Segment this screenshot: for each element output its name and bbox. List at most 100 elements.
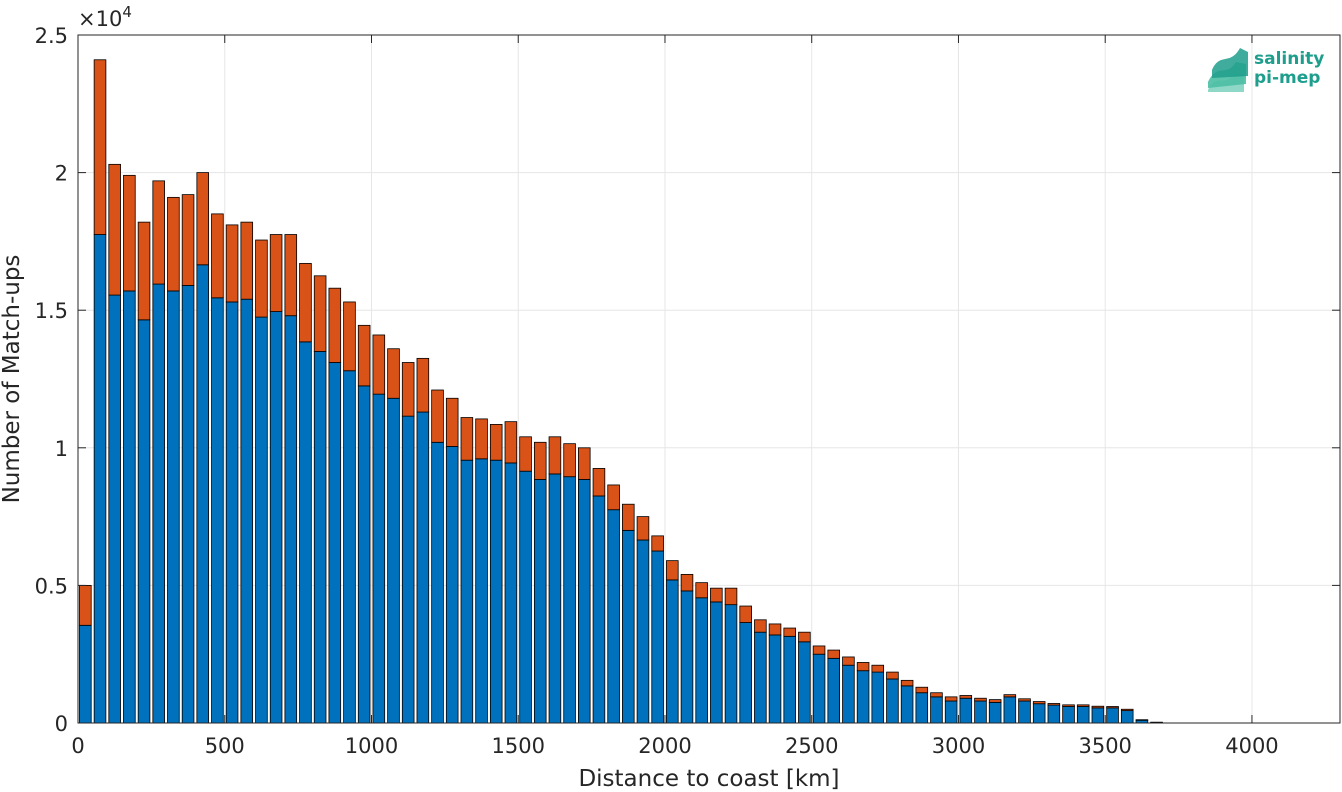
bar-series1: [666, 579, 679, 724]
bar-series2: [871, 664, 885, 673]
x-tick-label: 3000: [932, 734, 985, 758]
bar-series1: [240, 298, 254, 724]
bar-series1: [1062, 706, 1075, 724]
bar-series1: [328, 362, 342, 724]
bar-series2: [240, 221, 254, 300]
bar-series2: [1047, 703, 1061, 706]
bar-series2: [269, 234, 283, 312]
bar-series2: [225, 224, 239, 303]
bar-series1: [607, 509, 620, 724]
bar-series1: [710, 601, 723, 724]
bar-series1: [856, 670, 870, 724]
bar-series1: [181, 285, 195, 724]
bar-series2: [915, 686, 929, 694]
bar-series2: [137, 221, 151, 321]
bar-series2: [152, 180, 165, 285]
bar-series1: [1003, 696, 1017, 724]
bar-series2: [680, 573, 694, 592]
logo-line1: salinity: [1254, 49, 1324, 69]
bar-series2: [563, 443, 576, 478]
y-tick-label: 1.5: [35, 299, 68, 323]
bar-series: [79, 59, 1163, 724]
bar-series2: [357, 324, 371, 387]
bar-series1: [445, 446, 459, 724]
bar-series2: [798, 631, 811, 643]
bar-series2: [959, 695, 973, 699]
bar-series2: [181, 194, 195, 286]
bar-series1: [739, 622, 752, 724]
bar-series2: [577, 447, 591, 480]
bar-series2: [387, 348, 400, 399]
bar-series1: [343, 370, 356, 724]
bar-series1: [871, 671, 885, 724]
bar-series2: [489, 424, 503, 461]
x-tick-label: 500: [205, 734, 245, 758]
bar-series1: [974, 700, 987, 724]
bar-series2: [211, 213, 224, 299]
bar-series1: [460, 459, 474, 724]
bar-series1: [915, 692, 929, 724]
bar-series1: [988, 701, 1002, 724]
bar-series1: [416, 411, 430, 724]
bar-series2: [255, 239, 268, 318]
x-tick-label: 0: [71, 734, 84, 758]
bar-series2: [636, 516, 650, 541]
bar-series2: [900, 679, 914, 687]
axis-ticks: 0 500 1000 1500 2000 2500 3000 3500 4000 0 0.5 1 1.5…: [35, 24, 1340, 758]
bar-series1: [489, 459, 503, 724]
bar-series1: [401, 415, 415, 724]
bar-series1: [724, 604, 738, 724]
bar-series2: [974, 697, 987, 702]
y-exponent-base: ×10: [78, 7, 122, 31]
bar-series1: [387, 397, 400, 724]
bar-series1: [108, 294, 121, 724]
bar-series1: [313, 351, 327, 724]
y-tick-label: 2: [55, 162, 68, 186]
bar-series2: [607, 484, 620, 511]
bar-series2: [445, 397, 459, 447]
axes-box: [77, 34, 1341, 724]
bar-series1: [886, 678, 899, 724]
y-tick-label: 0.5: [35, 574, 68, 598]
bar-series2: [313, 275, 327, 352]
bar-series2: [533, 441, 547, 480]
bar-series2: [592, 468, 606, 497]
x-tick-label: 2500: [785, 734, 838, 758]
bar-series1: [357, 385, 371, 724]
salinity-pi-mep-logo: salinity pi-mep: [1208, 48, 1324, 92]
bar-series1: [79, 624, 92, 724]
bar-series2: [812, 645, 826, 655]
bar-series2: [739, 605, 752, 623]
bar-series2: [856, 662, 870, 672]
bar-series1: [959, 697, 973, 724]
bar-series1: [812, 653, 826, 724]
bar-series1: [768, 634, 782, 724]
bar-series2: [651, 535, 664, 552]
bar-series1: [284, 315, 298, 724]
bar-series1: [211, 297, 224, 724]
bar-series1: [255, 316, 268, 724]
y-tick-label: 1: [55, 437, 68, 461]
bar-series1: [548, 473, 562, 724]
bar-series2: [196, 172, 210, 266]
bar-series2: [1018, 698, 1031, 702]
bar-series2: [548, 436, 562, 475]
bar-series1: [944, 700, 958, 724]
bar-series1: [900, 685, 914, 724]
bar-series1: [1091, 707, 1105, 724]
bar-series2: [79, 585, 92, 626]
bar-series2: [416, 357, 430, 413]
bar-series1: [651, 550, 664, 724]
x-tick-label: 4000: [1225, 734, 1278, 758]
bar-series2: [1106, 706, 1119, 709]
bar-series1: [1076, 706, 1090, 724]
x-tick-label: 1000: [345, 734, 398, 758]
bar-series1: [842, 664, 855, 724]
bar-series2: [431, 389, 444, 443]
bar-series2: [1062, 704, 1075, 707]
bar-series1: [533, 479, 547, 724]
bar-series1: [930, 696, 943, 724]
y-exponent-power: 4: [122, 3, 132, 21]
bar-series2: [622, 503, 635, 531]
bar-series2: [930, 692, 943, 698]
